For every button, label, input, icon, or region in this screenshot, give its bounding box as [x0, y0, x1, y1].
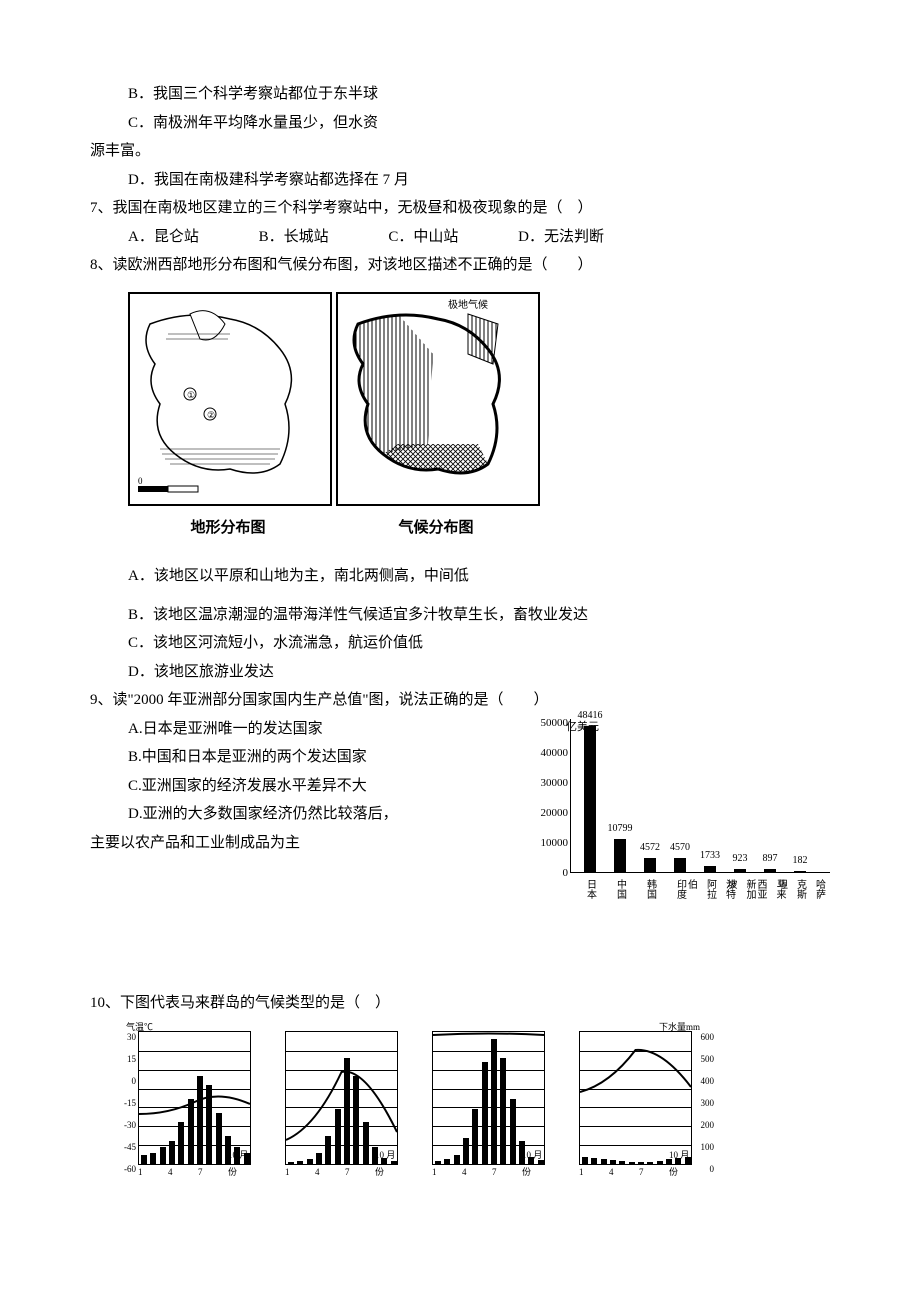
q8-option-d: D．该地区旅游业发达 — [128, 658, 840, 687]
bar-2 — [644, 858, 656, 872]
bar-5 — [734, 869, 746, 872]
q8-maps: ① ② 0 — [128, 292, 840, 506]
q8-option-c: C．该地区河流短小，水流湍急，航运价值低 — [128, 629, 840, 658]
q7-option-b: B．长城站 — [259, 223, 329, 252]
q6-option-c-part2: 源丰富。 — [90, 137, 840, 166]
q9-option-a: A.日本是亚洲唯一的发达国家 — [128, 715, 530, 744]
q6-option-d: D．我国在南极建科学考察站都选择在 7 月 — [128, 166, 840, 195]
q8-map-climate: 极地气候 — [336, 292, 540, 506]
climate-chart-3: 下水量mm600500400300200100014710 月份 — [561, 1023, 696, 1183]
q9-option-b: B.中国和日本是亚洲的两个发达国家 — [128, 743, 530, 772]
climate-chart-1: 14710 月份 — [267, 1023, 402, 1183]
q9-option-d2: 主要以农产品和工业制成品为主 — [90, 829, 530, 858]
bar-3 — [674, 858, 686, 872]
bar-4 — [704, 866, 716, 871]
q7-option-a: A．昆仑站 — [128, 223, 199, 252]
q7-stem: 7、我国在南极地区建立的三个科学考察站中，无极昼和极夜现象的是（ ） — [90, 194, 840, 223]
q10-stem: 10、下图代表马来群岛的气候类型的是（ ） — [90, 989, 840, 1018]
climate-chart-0: 气温℃30150-15-30-45-6014710 月份 — [120, 1023, 255, 1183]
climate-chart-2: 14710 月份 — [414, 1023, 549, 1183]
q9-bar-chart: 亿美元 0100002000030000400005000048416日本107… — [530, 719, 840, 959]
svg-text:①: ① — [187, 390, 195, 400]
q8-map2-caption: 气候分布图 — [336, 514, 536, 543]
q8-stem: 8、读欧洲西部地形分布图和气候分布图，对该地区描述不正确的是（ ） — [90, 251, 840, 280]
q6-option-c-part1: C．南极洲年平均降水量虽少，但水资 — [128, 109, 840, 138]
q10-climate-charts: 气温℃30150-15-30-45-6014710 月份14710 月份1471… — [120, 1023, 840, 1183]
bar-1 — [614, 839, 626, 871]
bar-0 — [584, 726, 596, 871]
svg-text:②: ② — [207, 410, 215, 420]
q9-option-c: C.亚洲国家的经济发展水平差异不大 — [128, 772, 530, 801]
q9-stem: 9、读"2000 年亚洲部分国家国内生产总值"图，说法正确的是（ ） — [90, 686, 840, 715]
q9-option-d: D.亚洲的大多数国家经济仍然比较落后， — [128, 800, 530, 829]
q7-option-d: D．无法判断 — [518, 223, 604, 252]
scale-0: 0 — [138, 476, 143, 486]
q8-map1-caption: 地形分布图 — [128, 514, 328, 543]
svg-text:极地气候: 极地气候 — [448, 298, 488, 311]
bar-7 — [794, 871, 806, 872]
q8-map-terrain: ① ② 0 — [128, 292, 332, 506]
q7-option-c: C．中山站 — [388, 223, 458, 252]
bar-6 — [764, 869, 776, 872]
q7-options: A．昆仑站 B．长城站 C．中山站 D．无法判断 — [128, 223, 840, 252]
q6-option-b: B．我国三个科学考察站都位于东半球 — [128, 80, 840, 109]
q8-option-a: A．该地区以平原和山地为主，南北两侧高，中间低 — [128, 562, 840, 591]
q8-option-b: B．该地区温凉潮湿的温带海洋性气候适宜多汁牧草生长，畜牧业发达 — [128, 601, 840, 630]
